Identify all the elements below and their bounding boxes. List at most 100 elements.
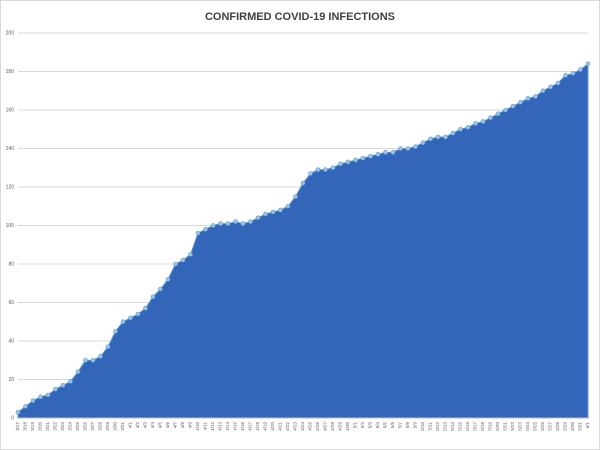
point: [548, 84, 553, 90]
point: [465, 125, 471, 130]
point: [225, 221, 231, 226]
x-tick-label: 4/17: [248, 422, 253, 431]
x-tick-label: 5/5: [383, 422, 388, 429]
point: [563, 73, 568, 78]
point: [315, 167, 321, 172]
x-tick-label: 4/18: [255, 422, 260, 431]
point: [503, 107, 508, 113]
point: [383, 150, 388, 155]
y-tick-label: 40: [8, 338, 14, 344]
y-tick-label: 120: [6, 184, 15, 190]
x-tick-label: 4/4: [150, 422, 155, 429]
x-tick-label: 3/28: [98, 422, 103, 431]
x-tick-label: 4/10: [195, 422, 200, 431]
x-tick-label: 4/29: [338, 422, 343, 431]
point: [578, 67, 583, 72]
x-tick-label: 5/27: [548, 422, 553, 431]
y-tick-label: 140: [6, 146, 15, 152]
x-tick-label: 4/7: [173, 422, 178, 429]
point: [173, 261, 178, 267]
x-tick-label: 6/1: [585, 422, 590, 429]
point: [585, 61, 591, 67]
point: [495, 111, 501, 117]
x-tick-label: 3/23: [60, 422, 65, 431]
x-tick-label: 5/20: [495, 422, 500, 431]
x-tick-label: 5/15: [458, 422, 463, 431]
point: [510, 103, 516, 109]
point: [23, 404, 28, 409]
x-tick-label: 3/17: [15, 422, 20, 431]
y-tick-label: 200: [6, 30, 15, 36]
point: [270, 209, 276, 215]
x-tick-label: 4/25: [308, 422, 313, 431]
point: [420, 140, 426, 146]
x-tick-label: 4/22: [285, 422, 290, 431]
x-tick-label: 3/26: [83, 422, 88, 431]
x-tick-label: 5/26: [540, 422, 545, 431]
x-tick-label: 4/14: [225, 422, 230, 431]
x-tick-label: 5/17: [473, 422, 478, 431]
point: [90, 357, 96, 363]
point: [473, 121, 478, 126]
point: [165, 277, 171, 282]
y-tick-label: 0: [11, 415, 14, 421]
y-tick-label: 160: [6, 107, 15, 113]
x-tick-label: 3/19: [30, 422, 35, 431]
x-tick-label: 5/31: [578, 422, 583, 431]
x-tick-label: 4/24: [300, 422, 305, 431]
point: [195, 230, 201, 236]
x-tick-label: 5/13: [443, 422, 448, 431]
x-tick-label: 5/1: [353, 422, 358, 429]
x-tick-label: 3/18: [23, 422, 28, 431]
point: [435, 134, 441, 140]
x-tick-label: 5/30: [570, 422, 575, 431]
point: [555, 80, 561, 86]
point: [360, 155, 366, 161]
x-tick-label: 5/8: [405, 422, 410, 429]
x-tick-label: 3/29: [105, 422, 110, 431]
chart-title: CONFIRMED COVID-19 INFECTIONS: [205, 11, 395, 23]
point: [570, 71, 576, 76]
x-tick-label: 3/31: [120, 422, 125, 431]
point: [113, 329, 118, 334]
point: [135, 311, 141, 317]
point: [368, 153, 373, 159]
point: [143, 305, 148, 311]
x-tick-label: 3/22: [53, 422, 58, 431]
point: [263, 211, 268, 217]
point: [60, 382, 66, 388]
point: [480, 119, 486, 124]
point: [308, 171, 313, 176]
x-tick-label: 4/23: [293, 422, 298, 431]
point: [210, 223, 216, 228]
point: [345, 159, 351, 165]
y-tick-label: 100: [6, 223, 15, 229]
x-tick-label: 5/9: [413, 422, 418, 429]
x-tick-label: 5/28: [555, 422, 560, 431]
x-tick-label: 4/28: [330, 422, 335, 431]
point: [293, 194, 298, 199]
point: [120, 319, 126, 325]
point: [488, 115, 493, 120]
x-tick-label: 4/3: [143, 422, 148, 429]
point: [188, 252, 193, 257]
x-tick-label: 4/1: [128, 422, 133, 429]
point: [218, 221, 223, 226]
point: [98, 354, 103, 359]
x-tick-label: 5/19: [488, 422, 493, 431]
x-tick-label: 4/12: [210, 422, 215, 431]
point: [375, 151, 381, 157]
point: [390, 150, 396, 155]
point: [248, 219, 253, 224]
x-tick-label: 4/13: [218, 422, 223, 431]
point: [540, 88, 546, 94]
y-tick-label: 80: [8, 261, 14, 267]
x-tick-label: 5/14: [450, 422, 455, 431]
point: [105, 344, 111, 350]
x-tick-label: 3/21: [45, 422, 50, 431]
x-tick-label: 4/20: [270, 422, 275, 431]
point: [233, 219, 238, 224]
x-tick-label: 5/6: [390, 422, 395, 429]
x-tick-label: 5/18: [480, 422, 485, 431]
x-tick-label: 5/25: [533, 422, 538, 431]
